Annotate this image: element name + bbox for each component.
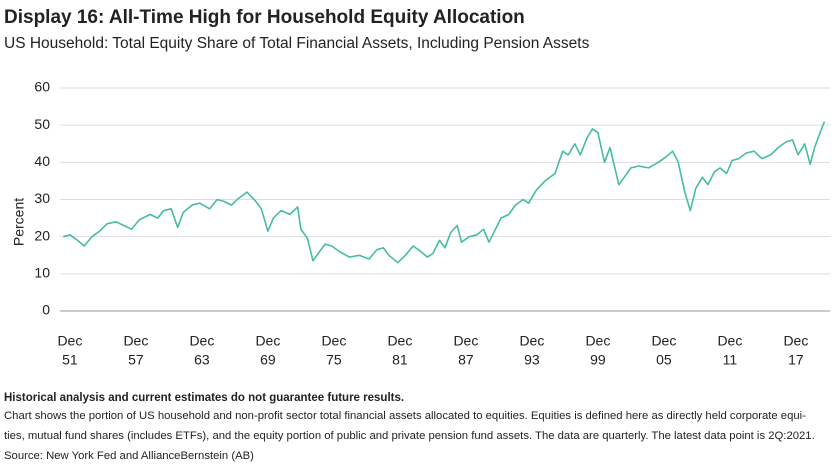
x-tick-label: 87 bbox=[458, 352, 474, 368]
x-tick-label: Dec bbox=[783, 333, 808, 349]
x-tick-label: Dec bbox=[387, 333, 412, 349]
x-tick-label: Dec bbox=[585, 333, 610, 349]
y-tick-label: 60 bbox=[34, 79, 50, 95]
x-tick-label: 11 bbox=[723, 352, 738, 368]
y-tick-label: 10 bbox=[34, 265, 50, 281]
x-tick-label: 57 bbox=[128, 352, 144, 368]
x-tick-label: Dec bbox=[321, 333, 346, 349]
chart-title: Display 16: All-Time High for Household … bbox=[4, 7, 525, 28]
y-tick-label: 30 bbox=[34, 190, 50, 206]
data-line bbox=[63, 121, 826, 264]
y-tick-label: 0 bbox=[42, 302, 50, 318]
x-tick-label: Dec bbox=[255, 333, 280, 349]
note: ties, mutual fund shares (includes ETFs)… bbox=[4, 430, 815, 442]
x-tick-label: 99 bbox=[590, 352, 606, 368]
x-tick-label: 51 bbox=[62, 352, 78, 368]
y-axis-label: Percent bbox=[11, 198, 27, 246]
note: Source: New York Fed and AllianceBernste… bbox=[4, 450, 254, 462]
x-tick-label: 93 bbox=[524, 352, 540, 368]
y-tick-label: 50 bbox=[34, 116, 50, 132]
x-tick-label: 63 bbox=[194, 352, 210, 368]
x-tick-label: 17 bbox=[788, 352, 804, 368]
x-tick-label: Dec bbox=[123, 333, 148, 349]
y-tick-label: 40 bbox=[34, 153, 50, 169]
x-tick-label: 05 bbox=[656, 352, 672, 368]
x-tick-label: Dec bbox=[189, 333, 214, 349]
disclaimer: Historical analysis and current estimate… bbox=[4, 392, 404, 404]
x-tick-label: 81 bbox=[392, 352, 408, 368]
x-tick-label: Dec bbox=[57, 333, 82, 349]
x-tick-label: Dec bbox=[453, 333, 478, 349]
x-tick-label: Dec bbox=[519, 333, 544, 349]
x-tick-label: 75 bbox=[326, 352, 342, 368]
x-tick-label: Dec bbox=[717, 333, 742, 349]
chart-subtitle: US Household: Total Equity Share of Tota… bbox=[4, 35, 590, 52]
x-tick-label: Dec bbox=[651, 333, 676, 349]
x-tick-label: 69 bbox=[260, 352, 276, 368]
y-tick-label: 20 bbox=[34, 227, 50, 243]
note: Chart shows the portion of US household … bbox=[4, 410, 806, 422]
